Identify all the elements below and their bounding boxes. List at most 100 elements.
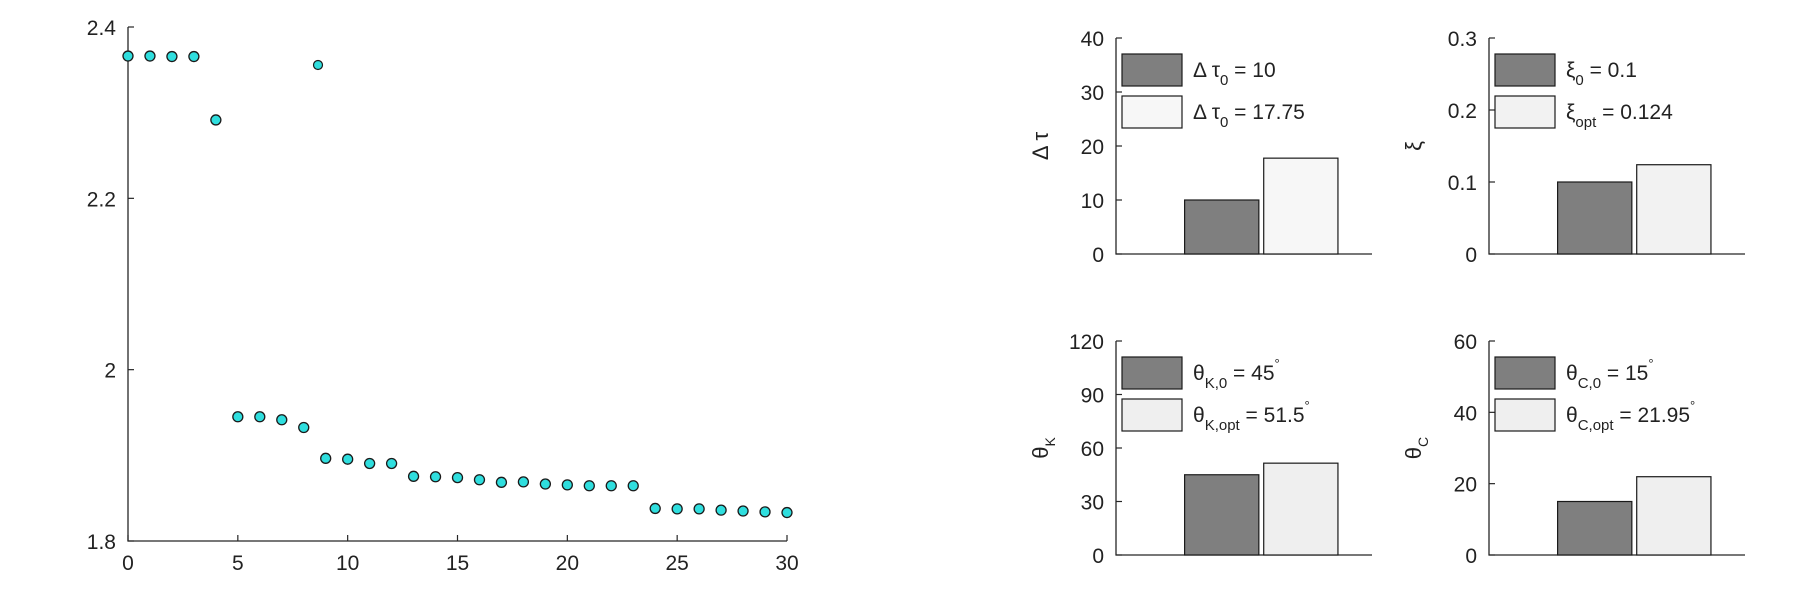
y-tick-label: 90	[1081, 385, 1104, 408]
data-point	[583, 480, 595, 492]
bar-initial	[1184, 199, 1260, 255]
data-point	[671, 503, 683, 515]
x-tick-label: 20	[556, 552, 579, 575]
data-point	[166, 50, 178, 63]
data-point	[451, 471, 464, 484]
data-point	[737, 505, 749, 517]
legend-swatch	[1121, 356, 1183, 390]
y-tick-label: 30	[1081, 492, 1104, 515]
legend-entry: θC,0 = 15°	[1566, 356, 1654, 392]
legend-swatch	[1494, 356, 1556, 390]
legend-entry: θK,0 = 45°	[1193, 356, 1280, 392]
data-point	[693, 503, 705, 515]
data-point	[298, 421, 310, 434]
legend-swatch	[1121, 53, 1183, 87]
x-tick-label: 10	[336, 552, 359, 575]
y-tick-label: 0	[1092, 545, 1104, 568]
data-point	[254, 411, 266, 423]
y-axis-label: θC	[1401, 437, 1431, 459]
y-tick-label: 30	[1081, 82, 1104, 105]
y-tick-label: 0	[1092, 244, 1104, 267]
bar-optimal	[1636, 476, 1712, 556]
x-tick-label: 0	[122, 552, 134, 575]
data-point	[188, 50, 200, 63]
y-tick-label: 10	[1081, 190, 1104, 213]
legend-entry: ξopt = 0.124	[1566, 101, 1673, 131]
scatter-legend	[312, 59, 324, 71]
y-tick-label: 60	[1454, 331, 1477, 354]
x-tick-label: 5	[232, 552, 244, 575]
y-tick-label: 2	[104, 360, 116, 383]
legend-entry: θC,opt = 21.95°	[1566, 398, 1695, 434]
bar-initial	[1184, 474, 1260, 556]
y-axis-label: Δ τ	[1028, 132, 1053, 161]
legend-entry: ξ0 = 0.1	[1566, 59, 1637, 89]
bar-initial	[1557, 181, 1633, 255]
bar-panel-xi: 0 0.1 0.2 0.3 ξ ξ0 = 0.1 ξopt = 0.124	[1401, 28, 1745, 267]
data-point	[144, 50, 156, 62]
data-point	[649, 502, 661, 515]
data-point	[210, 114, 222, 126]
bar-panel-theta-c: 0 20 40 60 θC θC,0 = 15° θC,opt = 21.95°	[1401, 331, 1745, 568]
data-point	[429, 471, 442, 483]
data-point	[122, 50, 134, 62]
data-point	[320, 452, 332, 464]
y-tick-label: 40	[1081, 28, 1104, 51]
x-tick-label: 25	[665, 552, 688, 575]
y-tick-label: 2.4	[87, 17, 117, 40]
legend-swatch	[1494, 95, 1556, 129]
y-tick-label: 0.3	[1448, 28, 1477, 51]
y-tick-label: 0	[1465, 545, 1477, 568]
scatter-points	[122, 50, 793, 519]
data-point	[232, 411, 244, 423]
scatter-axes	[127, 27, 787, 542]
y-tick-label: 2.2	[87, 188, 116, 211]
data-point	[407, 470, 420, 482]
y-tick-label: 0	[1465, 244, 1477, 267]
legend-swatch	[1121, 95, 1183, 129]
bar-panel-delta-tau: 0 10 20 30 40 Δ τ Δ τ0 = 10 Δ τ0 = 17.75	[1028, 28, 1372, 267]
data-point	[561, 479, 573, 491]
data-point	[276, 414, 288, 426]
x-tick-label: 30	[775, 552, 798, 575]
y-tick-label: 0.1	[1448, 172, 1477, 195]
y-axis-label: θK	[1028, 437, 1058, 459]
scatter-x-ticks: 0 5 10 15 20 25 30	[122, 535, 799, 575]
data-point	[781, 506, 793, 519]
bar-panel-theta-k: 0 30 60 90 120 θK θK,0 = 45° θK,opt = 51.5°	[1028, 331, 1372, 568]
data-point	[759, 506, 771, 518]
legend-entry: Δ τ0 = 17.75	[1193, 101, 1305, 131]
legend-swatch	[1121, 398, 1183, 432]
scatter-panel: 0 5 10 15 20 25 30 1.8 2 2.2 2.4	[87, 17, 799, 575]
data-point	[363, 457, 376, 470]
y-tick-label: 1.8	[87, 531, 116, 554]
legend-marker	[312, 59, 324, 71]
y-tick-label: 0.2	[1448, 100, 1477, 123]
y-axis-label: ξ	[1401, 141, 1426, 151]
data-point	[605, 480, 617, 492]
bar-optimal	[1263, 462, 1339, 556]
legend-entry: Δ τ0 = 10	[1193, 59, 1276, 89]
legend-swatch	[1494, 398, 1556, 432]
data-point	[342, 453, 354, 465]
y-tick-label: 20	[1454, 474, 1477, 497]
data-point	[539, 478, 552, 490]
data-point	[517, 476, 530, 488]
data-point	[495, 476, 508, 488]
y-tick-label: 40	[1454, 402, 1477, 425]
legend-swatch	[1494, 53, 1556, 87]
bar-optimal	[1263, 157, 1339, 255]
data-point	[473, 474, 486, 486]
y-tick-label: 20	[1081, 136, 1104, 159]
bar-optimal	[1636, 164, 1712, 255]
bar-initial	[1557, 500, 1633, 556]
y-tick-label: 60	[1081, 438, 1104, 461]
scatter-y-ticks: 1.8 2 2.2 2.4	[87, 17, 134, 554]
legend-entry: θK,opt = 51.5°	[1193, 398, 1310, 434]
data-point	[715, 504, 727, 516]
data-point	[627, 480, 639, 492]
y-tick-label: 120	[1069, 331, 1104, 354]
x-tick-label: 15	[446, 552, 469, 575]
data-point	[385, 457, 398, 470]
